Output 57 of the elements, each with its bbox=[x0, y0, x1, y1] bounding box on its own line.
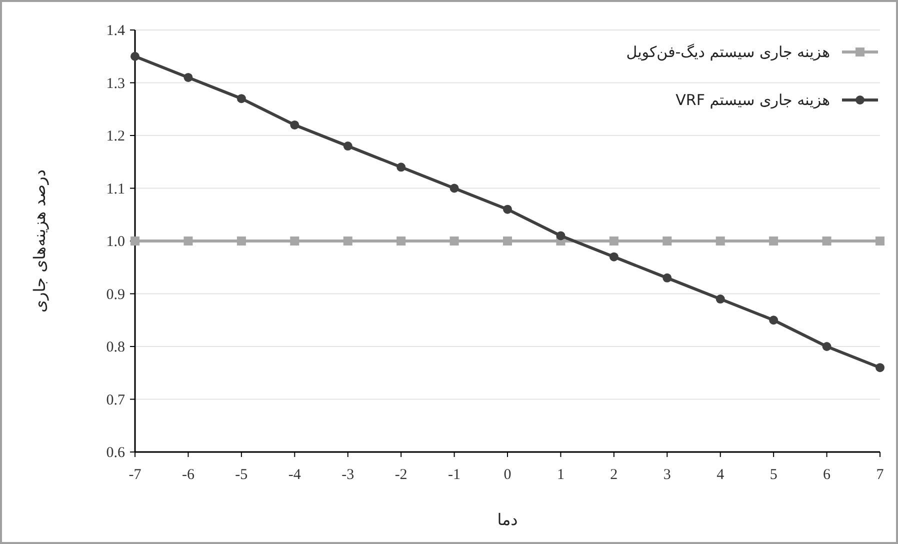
x-tick-label: 4 bbox=[716, 467, 725, 483]
point bbox=[130, 52, 140, 61]
point bbox=[343, 236, 352, 246]
point bbox=[396, 236, 406, 246]
legend-label: هزینه جاری سیستم دیگ-فن‌کویل bbox=[626, 43, 830, 61]
point bbox=[343, 142, 352, 151]
point bbox=[396, 162, 406, 172]
legend-label: هزینه جاری سیستم VRF bbox=[676, 91, 830, 109]
point bbox=[503, 204, 512, 214]
x-tick-label: -2 bbox=[394, 467, 408, 483]
x-tick-label: -3 bbox=[342, 467, 354, 483]
y-tick-label: 1.2 bbox=[106, 128, 125, 144]
x-tick-label: 1 bbox=[556, 467, 564, 483]
point bbox=[822, 342, 832, 351]
x-tick-label: -5 bbox=[235, 467, 248, 483]
x-tick-label: -1 bbox=[448, 467, 461, 483]
point bbox=[556, 231, 566, 240]
x-tick-label: -7 bbox=[128, 467, 142, 483]
point bbox=[876, 236, 884, 246]
x-tick-label: -6 bbox=[182, 467, 195, 483]
point bbox=[716, 236, 725, 246]
point bbox=[769, 236, 778, 246]
y-axis-title: درصد هزینه‌های جاری bbox=[30, 170, 49, 312]
y-tick-label: 1.0 bbox=[106, 234, 125, 250]
x-tick-label: 6 bbox=[823, 467, 832, 483]
point bbox=[236, 94, 246, 104]
point bbox=[236, 236, 246, 246]
x-axis-title: دما bbox=[497, 510, 518, 529]
point bbox=[716, 294, 725, 304]
point bbox=[662, 273, 672, 282]
x-tick-label: 3 bbox=[663, 467, 671, 483]
point bbox=[876, 363, 884, 372]
y-tick-label: 1.3 bbox=[106, 76, 125, 92]
y-tick-label: 0.9 bbox=[106, 286, 125, 303]
point bbox=[290, 120, 300, 130]
x-tick-label: 7 bbox=[876, 467, 884, 483]
point bbox=[184, 72, 193, 82]
point bbox=[769, 316, 778, 325]
x-tick-label: 5 bbox=[770, 467, 778, 483]
point bbox=[609, 252, 618, 262]
point bbox=[130, 236, 140, 246]
y-tick-label: 0.8 bbox=[106, 340, 125, 356]
point bbox=[184, 236, 193, 246]
y-tick-label: 0.6 bbox=[106, 445, 126, 461]
point bbox=[450, 236, 459, 246]
y-tick-label: 1.1 bbox=[106, 181, 125, 198]
x-tick-label: 2 bbox=[610, 467, 618, 483]
y-tick-label: 1.4 bbox=[106, 23, 126, 39]
point bbox=[450, 184, 459, 193]
point bbox=[503, 236, 512, 246]
x-tick-label: -4 bbox=[288, 467, 302, 483]
point bbox=[609, 236, 618, 246]
point bbox=[290, 236, 300, 246]
point bbox=[822, 236, 832, 246]
point bbox=[662, 236, 672, 246]
x-tick-label: 0 bbox=[504, 467, 512, 483]
y-tick-label: 0.7 bbox=[106, 392, 126, 408]
